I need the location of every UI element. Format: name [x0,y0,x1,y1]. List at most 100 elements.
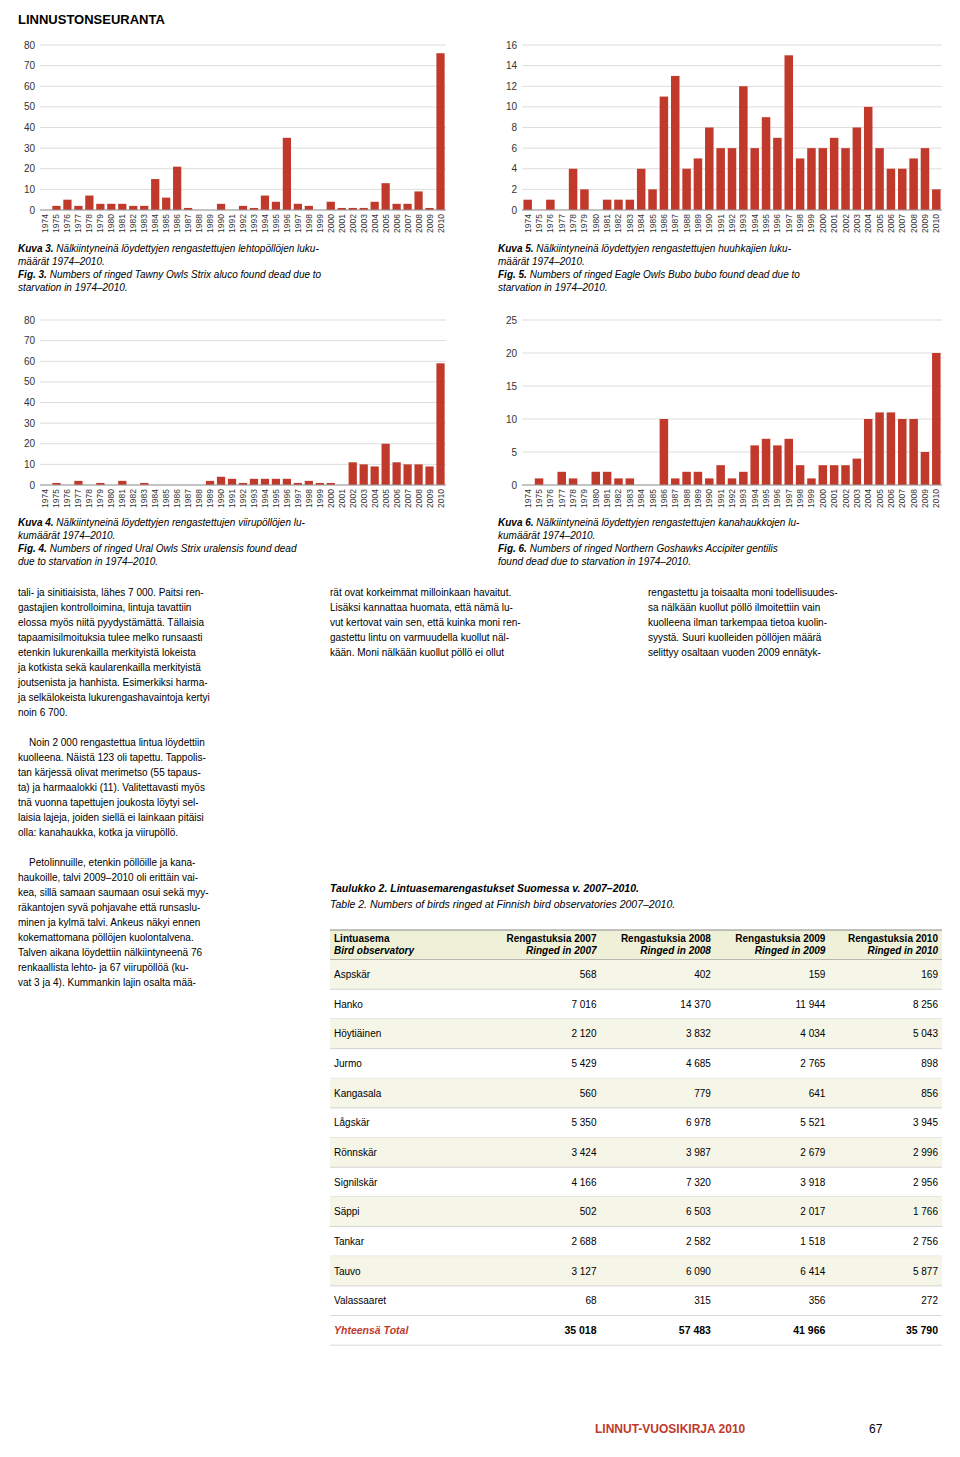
x-tick-label: 1980 [106,489,116,508]
x-tick-label: 1977 [73,489,83,508]
x-tick-label: 1997 [293,489,303,508]
table-header-line: Ringed in 2009 [755,945,826,956]
body-text: rät ovat korkeimmat milloinkaan havaitut… [330,585,521,660]
bar [283,479,291,485]
table-cell: 2 756 [913,1236,938,1247]
body-text: rengastettu ja toisaalta moni todellisuu… [648,585,838,660]
grid-line [40,106,446,107]
x-tick-label: 1997 [784,489,794,508]
x-tick-label: 1988 [194,489,204,508]
table-cell: Signilskär [334,1177,378,1188]
grid-line [40,485,446,486]
bar [294,204,302,210]
x-tick-label: 1990 [704,489,714,508]
y-tick-label: 6 [511,143,517,154]
y-tick-label: 80 [24,40,36,51]
table-cell: 898 [921,1058,938,1069]
caption: Kuva 4. Nälkiintyneinä löydettyjen renga… [18,516,305,568]
x-tick-label: 1995 [271,489,281,508]
y-tick-label: 40 [24,397,36,408]
y-tick-label: 20 [506,348,518,359]
x-tick-label: 1979 [579,214,589,233]
x-tick-label: 1975 [534,214,544,233]
bar [425,466,433,485]
x-tick-label: 2000 [818,214,828,233]
bars [523,55,940,210]
x-axis-line [40,485,446,486]
y-tick-label: 14 [506,60,518,71]
table-header-line: Rengastuksia 2008 [621,933,711,944]
table-cell: 2 017 [800,1206,825,1217]
bar [283,138,291,210]
bar [830,138,839,210]
x-tick-label: 1985 [161,489,171,508]
bar [898,169,907,210]
y-tick-label: 70 [24,335,36,346]
bar [436,53,444,210]
bar [875,412,884,485]
table-cell: 7 320 [686,1177,711,1188]
x-tick-label: 1982 [128,489,138,508]
table-cell: Rönnskär [334,1147,377,1158]
bar [129,206,137,210]
caption-label: Fig. 5. [498,269,527,280]
x-tick-label: 1986 [172,489,182,508]
x-tick-label: 1982 [613,489,623,508]
y-tick-label: 60 [24,81,36,92]
table-cell: Höytiäinen [334,1028,381,1039]
grid-line [40,148,446,149]
caption-text: Nälkiintyneinä löydettyjen rengastettuje… [18,243,319,267]
bar [261,196,269,210]
y-tick-label: 12 [506,81,518,92]
table-cell: Aspskär [334,969,371,980]
bar [739,86,748,210]
caption-title: Kuva 5. Nälkiintyneinä löydettyjen renga… [498,242,800,268]
x-tick-label: 2007 [897,489,907,508]
grid-line [522,485,942,486]
x-tick-label: 1990 [216,214,226,233]
bar [74,206,82,210]
x-tick-label: 1991 [227,214,237,233]
x-tick-label: 1982 [128,214,138,233]
y-tick-label: 50 [24,376,36,387]
bar [569,169,578,210]
caption-label: Fig. 3. [18,269,47,280]
x-tick-label: 2009 [920,489,930,508]
x-tick-label: 1996 [282,489,292,508]
x-tick-label: 1985 [161,214,171,233]
bar [785,55,794,210]
bar [660,419,669,485]
x-tick-label: 1981 [117,214,127,233]
x-tick-label: 2002 [841,214,851,233]
x-tick-label: 1993 [738,214,748,233]
bar [716,148,725,210]
bar [118,204,126,210]
x-tick-label: 1979 [95,489,105,508]
x-tick-label: 1985 [648,489,658,508]
table-cell: 3 987 [686,1147,711,1158]
bar [162,198,170,210]
bar [785,439,794,485]
bar [272,479,280,485]
bar [393,462,401,485]
y-tick-label: 25 [506,315,518,326]
table-header: LintuasemaBird observatory [334,933,414,956]
x-tick-label: 1976 [62,214,72,233]
x-tick-label: 2001 [829,214,839,233]
bar [140,206,148,210]
bar-chart: 0102030405060708019741975197619771978197… [24,40,446,233]
bar [830,465,839,485]
x-tick-label: 1975 [534,489,544,508]
grid-line [40,320,446,321]
page: 0102030405060708019741975197619771978197… [0,0,960,1457]
x-tick-label: 1998 [795,214,805,233]
bar [750,148,759,210]
bar [96,204,104,210]
bar [371,202,379,210]
x-tick-label: 1993 [249,489,259,508]
y-tick-label: 0 [29,480,35,491]
x-tick-label: 2000 [818,489,828,508]
table-header: Rengastuksia 2008Ringed in 2008 [621,933,711,956]
table-cell: 169 [921,969,938,980]
table-header: Rengastuksia 2007Ringed in 2007 [506,933,596,956]
